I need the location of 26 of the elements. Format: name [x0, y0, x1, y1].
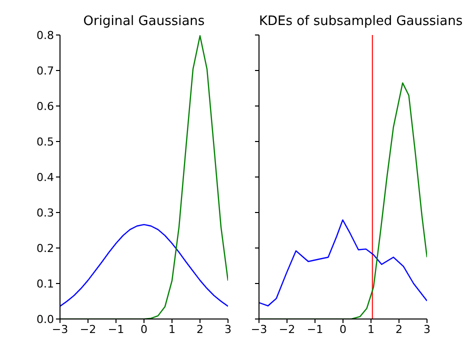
x-tick-label: −3	[250, 322, 268, 336]
x-tick-label: 0	[340, 322, 346, 336]
x-tick-label: 1	[368, 322, 374, 336]
x-tick-label: 2	[396, 322, 402, 336]
x-tick-label: −2	[80, 322, 96, 336]
x-tick-label: −2	[278, 322, 296, 336]
x-tick-label: −1	[306, 322, 324, 336]
x-tick-label: 2	[196, 322, 204, 336]
x-tick-label: 1	[168, 322, 176, 336]
y-tick-label: 0.3	[36, 206, 54, 220]
y-tick-label: 0.7	[36, 64, 54, 78]
chart-title: KDEs of subsampled Gaussians	[259, 14, 463, 29]
y-tick-label: 0.2	[36, 242, 54, 255]
x-tick-label: −3	[52, 322, 68, 336]
x-tick-label: 3	[224, 322, 232, 336]
x-tick-label: 3	[424, 322, 430, 336]
y-tick-label: 0.4	[36, 170, 54, 184]
y-tick-label: 0.6	[36, 100, 54, 113]
x-tick-label: 0	[140, 322, 148, 336]
y-tick-label: 0.5	[36, 135, 54, 148]
line-series	[60, 224, 228, 307]
chart-title: Original Gaussians	[82, 14, 206, 29]
y-tick-label: 0.0	[36, 312, 54, 326]
y-tick-label: 0.8	[36, 28, 54, 42]
x-tick-label: −1	[108, 322, 124, 336]
y-tick-label: 0.1	[36, 277, 54, 290]
